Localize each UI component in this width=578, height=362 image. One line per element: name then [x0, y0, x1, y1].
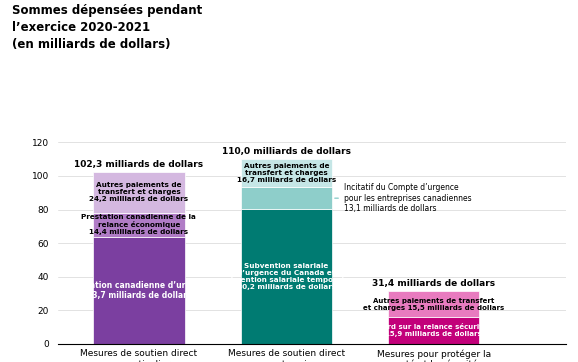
Text: Prestation canadienne d’urgence
63,7 milliards de dollars: Prestation canadienne d’urgence 63,7 mil…: [66, 281, 211, 300]
Text: 31,4 milliards de dollars: 31,4 milliards de dollars: [372, 279, 495, 288]
Bar: [93, 213, 184, 237]
Bar: [240, 187, 332, 209]
Text: Autres paiements de
transfert et charges
16,7 milliards de dollars: Autres paiements de transfert et charges…: [237, 163, 336, 183]
Text: 110,0 milliards de dollars: 110,0 milliards de dollars: [222, 147, 351, 156]
Text: Subvention salariale
d’urgence du Canada et
subvention salariale temporaire
80,2: Subvention salariale d’urgence du Canada…: [221, 263, 352, 290]
Text: Sommes dépensées pendant
l’exercice 2020-2021
(en milliards de dollars): Sommes dépensées pendant l’exercice 2020…: [12, 4, 202, 51]
Bar: [93, 237, 184, 344]
Bar: [388, 317, 480, 344]
Text: Autres paiements de transfert
et charges 15,5 milliards de dollars: Autres paiements de transfert et charges…: [363, 298, 505, 311]
Text: Prestation canadienne de la
relance économique
14,4 milliards de dollars: Prestation canadienne de la relance écon…: [81, 214, 197, 235]
Bar: [93, 172, 184, 213]
Text: Incitatif du Compte d’urgence
pour les entreprises canadiennes
13,1 milliards de: Incitatif du Compte d’urgence pour les e…: [335, 183, 472, 213]
Bar: [240, 209, 332, 344]
Bar: [240, 159, 332, 187]
Text: Autres paiements de
transfert et charges
24,2 milliards de dollars: Autres paiements de transfert et charges…: [90, 182, 188, 202]
Text: 102,3 milliards de dollars: 102,3 milliards de dollars: [75, 160, 203, 169]
Text: Accord sur la relance sécuritaire
15,9 milliards de dollars: Accord sur la relance sécuritaire 15,9 m…: [369, 324, 498, 337]
Bar: [388, 291, 480, 317]
